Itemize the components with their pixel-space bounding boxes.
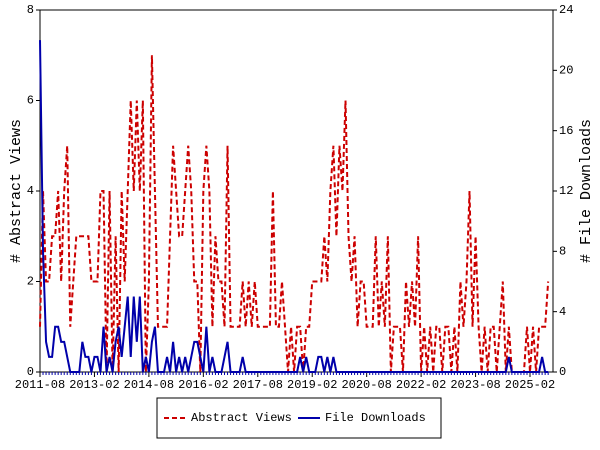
y2-tick-label: 12 <box>559 184 573 198</box>
x-tick-label: 2017-08 <box>233 378 283 392</box>
x-tick-label: 2025-02 <box>505 378 555 392</box>
y-tick-label: 8 <box>27 3 34 17</box>
x-tick-label: 2020-08 <box>341 378 391 392</box>
x-tick-label: 2022-02 <box>396 378 446 392</box>
y-tick-label: 6 <box>27 94 34 108</box>
x-tick-label: 2013-02 <box>69 378 119 392</box>
y-axis-label: # Abstract Views <box>8 119 25 263</box>
x-tick-label: 2011-08 <box>15 378 65 392</box>
x-tick-label: 2019-02 <box>287 378 337 392</box>
y2-tick-label: 0 <box>559 365 566 379</box>
x-tick-label: 2016-02 <box>178 378 228 392</box>
data-line <box>39 40 549 373</box>
y2-tick-label: 4 <box>559 305 566 319</box>
data-line <box>39 55 550 373</box>
legend-label: Abstract Views <box>191 411 292 425</box>
y-tick-label: 4 <box>27 184 34 198</box>
y-tick-label: 2 <box>27 275 34 289</box>
x-tick-label: 2014-08 <box>124 378 174 392</box>
y-tick-label: 0 <box>27 365 34 379</box>
legend-label: File Downloads <box>325 411 426 425</box>
x-tick-label: 2023-08 <box>450 378 500 392</box>
y2-axis-label: # File Downloads <box>578 119 595 263</box>
y2-tick-label: 8 <box>559 245 566 259</box>
legend-box <box>156 397 442 439</box>
y2-tick-label: 24 <box>559 3 573 17</box>
y2-tick-label: 16 <box>559 124 573 138</box>
y2-tick-label: 20 <box>559 64 573 78</box>
